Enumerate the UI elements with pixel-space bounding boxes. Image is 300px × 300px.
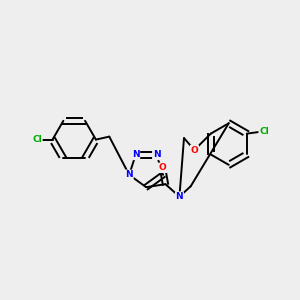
Text: Cl: Cl bbox=[32, 135, 42, 144]
Text: Cl: Cl bbox=[259, 127, 269, 136]
Text: N: N bbox=[153, 150, 160, 159]
Text: N: N bbox=[132, 150, 140, 159]
Text: O: O bbox=[190, 146, 198, 154]
Text: N: N bbox=[176, 192, 183, 201]
Text: O: O bbox=[159, 163, 167, 172]
Text: N: N bbox=[125, 170, 133, 179]
